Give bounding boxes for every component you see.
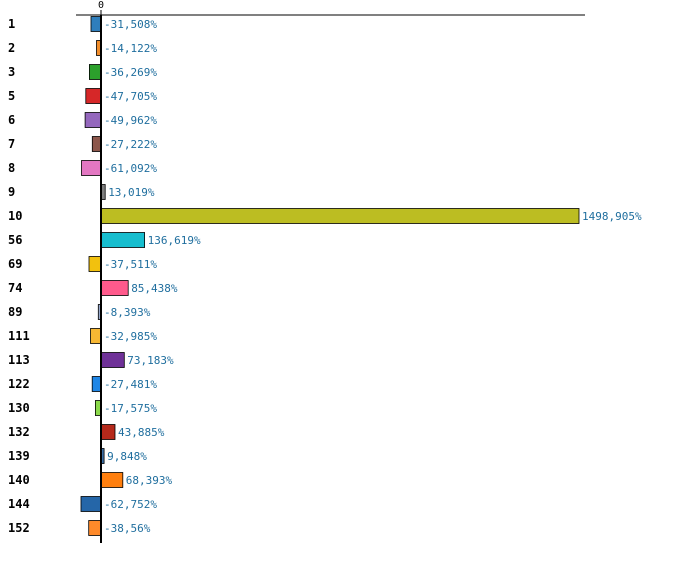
bar <box>91 376 102 392</box>
value-label: -37,511% <box>104 258 157 271</box>
bars-group <box>80 16 580 536</box>
category-label: 5 <box>8 89 15 103</box>
category-label: 69 <box>8 257 22 271</box>
value-label: -47,705% <box>104 90 157 103</box>
category-label: 144 <box>8 497 30 511</box>
bar <box>81 160 102 176</box>
bar <box>100 352 125 368</box>
bar <box>80 496 102 512</box>
axes: 0 <box>76 0 585 16</box>
value-label: -32,985% <box>104 330 157 343</box>
value-label: -38,56% <box>104 522 151 535</box>
value-label: -62,752% <box>104 498 157 511</box>
category-label: 2 <box>8 41 15 55</box>
value-label: 9,848% <box>107 450 147 463</box>
value-label: 73,183% <box>127 354 174 367</box>
category-label: 1 <box>8 17 15 31</box>
value-label: -36,269% <box>104 66 157 79</box>
value-label: 68,393% <box>126 474 173 487</box>
category-label: 113 <box>8 353 30 367</box>
category-label: 122 <box>8 377 30 391</box>
bar <box>89 64 102 80</box>
value-label: 1498,905% <box>582 210 642 223</box>
value-label: -14,122% <box>104 42 157 55</box>
category-label: 139 <box>8 449 30 463</box>
bar <box>90 16 102 32</box>
value-label: 13,019% <box>108 186 155 199</box>
bar <box>85 88 102 104</box>
value-label: -17,575% <box>104 402 157 415</box>
value-label: 136,619% <box>148 234 201 247</box>
category-label: 7 <box>8 137 15 151</box>
bar <box>90 328 102 344</box>
value-label: -27,481% <box>104 378 157 391</box>
category-label: 9 <box>8 185 15 199</box>
bar <box>100 208 580 224</box>
value-label: -49,962% <box>104 114 157 127</box>
category-label: 152 <box>8 521 30 535</box>
value-label: -61,092% <box>104 162 157 175</box>
category-label: 74 <box>8 281 22 295</box>
bar <box>100 232 145 248</box>
x-tick-label: 0 <box>98 0 104 11</box>
value-label: -27,222% <box>104 138 157 151</box>
category-label: 8 <box>8 161 15 175</box>
labels-group: 1 -31,508% 2 -14,122% 3 -36,269% 5 -47,705% 6 -49… <box>8 17 642 535</box>
category-label: 132 <box>8 425 30 439</box>
bar <box>100 280 129 296</box>
category-label: 56 <box>8 233 22 247</box>
category-label: 3 <box>8 65 15 79</box>
category-label: 6 <box>8 113 15 127</box>
bar <box>88 520 102 536</box>
category-label: 111 <box>8 329 30 343</box>
value-label: -31,508% <box>104 18 157 31</box>
category-label: 89 <box>8 305 22 319</box>
value-label: 43,885% <box>118 426 165 439</box>
bar <box>91 136 102 152</box>
value-label: 85,438% <box>131 282 178 295</box>
bar <box>100 424 116 440</box>
category-label: 140 <box>8 473 30 487</box>
bar <box>100 472 124 488</box>
bar <box>84 112 102 128</box>
bar <box>88 256 102 272</box>
value-label: -8,393% <box>104 306 151 319</box>
category-label: 130 <box>8 401 30 415</box>
category-label: 10 <box>8 209 22 223</box>
